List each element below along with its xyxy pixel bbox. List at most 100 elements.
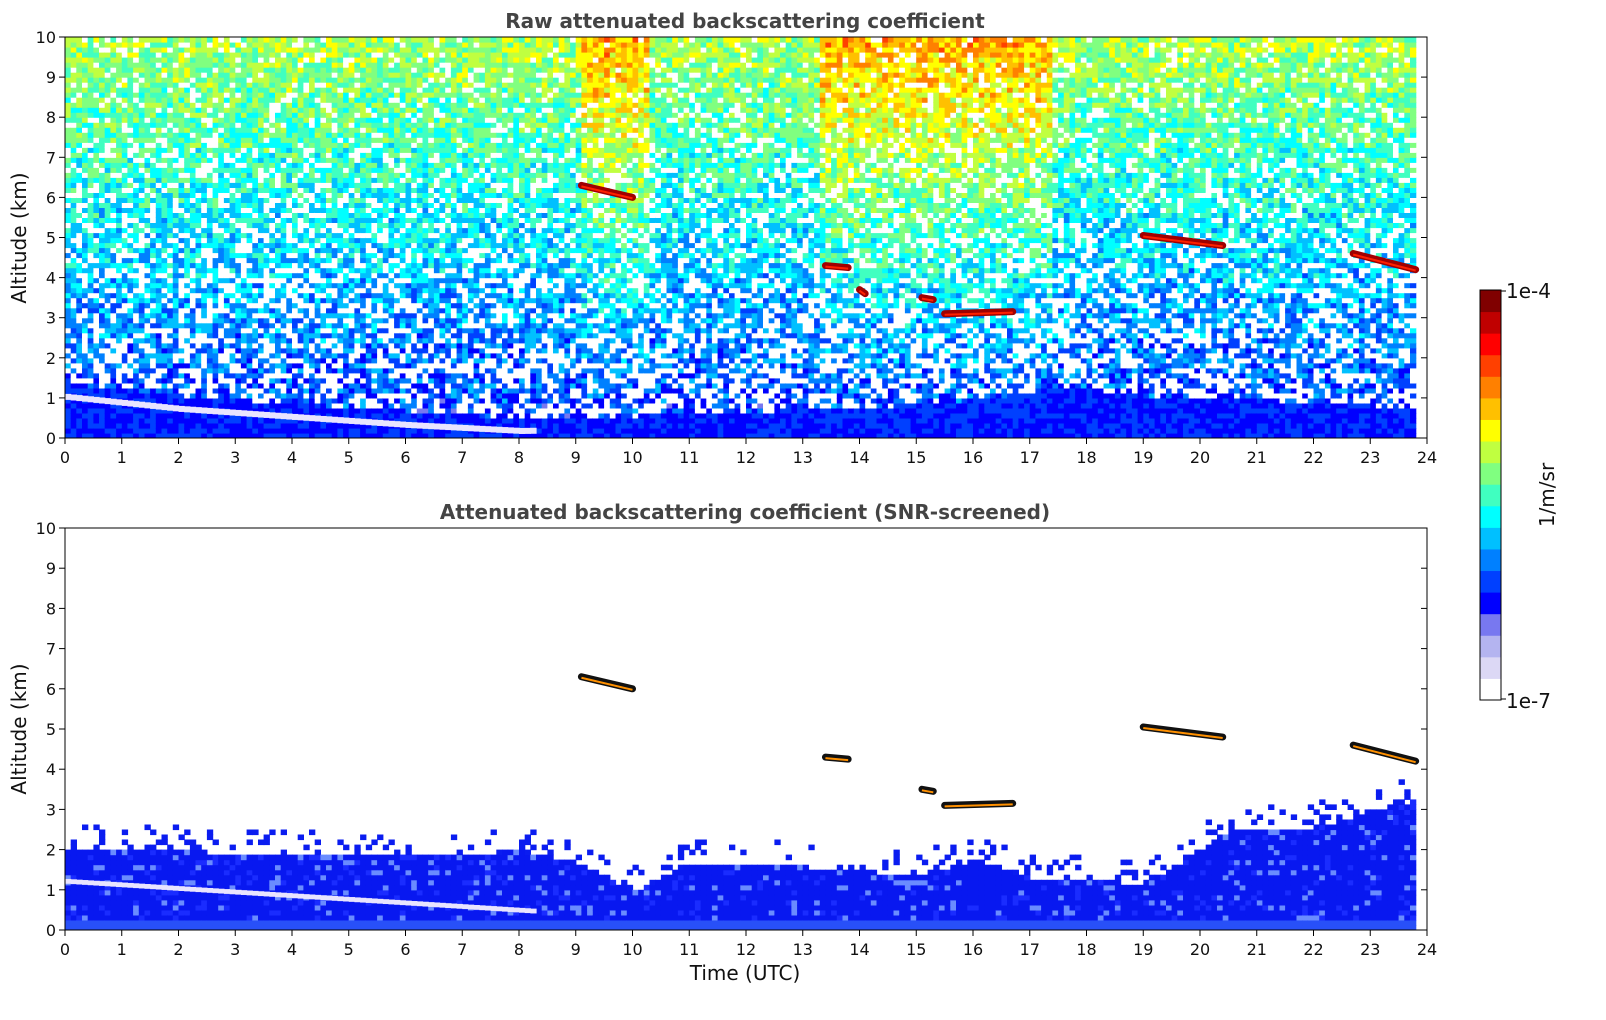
field-cell <box>246 417 253 424</box>
field-cell <box>354 392 361 399</box>
field-cell <box>377 117 384 123</box>
field-cell <box>218 52 225 58</box>
field-cell <box>229 227 236 234</box>
field-cell <box>263 67 270 73</box>
field-cell <box>189 77 197 83</box>
field-cell <box>229 428 236 434</box>
field-cell <box>297 407 304 414</box>
field-cell <box>258 167 265 173</box>
field-cell <box>246 142 253 148</box>
field-cell <box>399 382 407 389</box>
field-cell <box>218 367 225 374</box>
field-cell <box>150 287 157 294</box>
field-cell <box>303 272 310 279</box>
field-cell <box>133 367 140 374</box>
field-cell <box>172 362 180 369</box>
field-cell <box>269 352 276 359</box>
field-cell <box>178 172 185 178</box>
field-cell <box>104 192 111 198</box>
field-cell <box>354 212 361 218</box>
field-cell <box>280 337 287 344</box>
field-cell <box>371 407 378 414</box>
field-cell <box>161 227 168 234</box>
field-cell <box>411 402 418 409</box>
field-cell <box>320 342 327 349</box>
field-cell <box>223 177 231 183</box>
field-cell <box>195 42 202 48</box>
field-cell <box>343 112 350 118</box>
field-cell <box>133 262 140 269</box>
field-cell <box>337 227 344 234</box>
field-cell <box>326 37 333 43</box>
field-cell <box>127 252 134 259</box>
field-cell <box>309 332 316 339</box>
field-cell <box>161 197 168 203</box>
field-cell <box>133 428 140 434</box>
field-cell <box>314 342 321 349</box>
field-cell <box>320 192 327 198</box>
field-cell <box>161 362 168 369</box>
field-cell <box>371 227 378 234</box>
field-cell <box>405 107 412 113</box>
field-cell <box>337 37 344 43</box>
field-cell <box>116 172 123 178</box>
field-cell <box>184 132 191 138</box>
field-cell <box>240 257 248 264</box>
field-cell <box>411 267 418 274</box>
field-cell <box>258 177 265 183</box>
field-cell <box>405 292 412 299</box>
field-cell <box>212 177 219 183</box>
field-cell <box>292 52 299 58</box>
field-cell <box>229 322 236 329</box>
field-cell <box>201 207 208 213</box>
field-cell <box>189 267 197 274</box>
field-cell <box>65 187 72 193</box>
field-cell <box>127 47 134 53</box>
field-cell <box>269 122 276 128</box>
field-cell <box>206 47 214 53</box>
field-cell <box>93 287 100 294</box>
field-cell <box>110 212 117 218</box>
field-cell <box>218 237 225 244</box>
field-cell <box>286 337 293 344</box>
field-cell <box>320 57 327 63</box>
field-cell <box>314 433 321 438</box>
field-cell <box>218 337 225 344</box>
field-cell <box>223 67 231 73</box>
field-cell <box>258 292 265 299</box>
field-cell <box>252 157 259 163</box>
field-cell <box>388 122 395 128</box>
field-cell <box>206 433 214 438</box>
field-cell <box>201 242 208 249</box>
field-cell <box>360 342 367 349</box>
field-cell <box>70 152 77 158</box>
field-cell <box>348 397 355 404</box>
field-cell <box>184 297 191 304</box>
field-cell <box>394 132 401 138</box>
field-cell <box>360 292 367 299</box>
field-cell <box>127 262 134 269</box>
field-cell <box>223 402 231 409</box>
field-cell <box>360 402 367 409</box>
field-cell <box>99 392 106 399</box>
field-cell <box>150 312 157 319</box>
field-cell <box>229 67 236 73</box>
field-cell <box>138 42 146 48</box>
field-cell <box>337 177 344 183</box>
field-cell <box>297 247 304 254</box>
field-cell <box>138 52 146 58</box>
field-cell <box>206 37 214 43</box>
field-cell <box>138 257 146 264</box>
field-cell <box>82 387 89 394</box>
field-cell <box>297 297 304 304</box>
field-cell <box>388 207 395 213</box>
field-cell <box>399 212 407 218</box>
field-cell <box>223 112 231 118</box>
field-cell <box>269 202 276 208</box>
field-cell <box>167 62 174 68</box>
field-cell <box>246 177 253 183</box>
field-cell <box>167 247 174 254</box>
field-cell <box>93 297 100 304</box>
field-cell <box>292 187 299 193</box>
field-cell <box>399 97 407 103</box>
